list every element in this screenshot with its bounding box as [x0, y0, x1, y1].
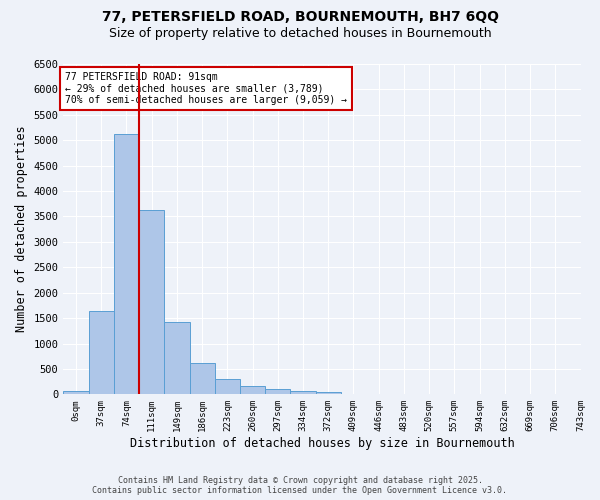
Bar	[114, 134, 139, 394]
Bar	[64, 392, 89, 394]
Bar	[89, 311, 114, 394]
Text: 77, PETERSFIELD ROAD, BOURNEMOUTH, BH7 6QQ: 77, PETERSFIELD ROAD, BOURNEMOUTH, BH7 6…	[101, 10, 499, 24]
Bar	[290, 391, 316, 394]
Text: 77 PETERSFIELD ROAD: 91sqm
← 29% of detached houses are smaller (3,789)
70% of s: 77 PETERSFIELD ROAD: 91sqm ← 29% of deta…	[65, 72, 347, 105]
Bar	[190, 364, 215, 394]
Bar	[240, 386, 265, 394]
Bar	[139, 210, 164, 394]
Text: Size of property relative to detached houses in Bournemouth: Size of property relative to detached ho…	[109, 28, 491, 40]
Bar	[164, 322, 190, 394]
X-axis label: Distribution of detached houses by size in Bournemouth: Distribution of detached houses by size …	[130, 437, 514, 450]
Bar	[265, 390, 290, 394]
Text: Contains HM Land Registry data © Crown copyright and database right 2025.
Contai: Contains HM Land Registry data © Crown c…	[92, 476, 508, 495]
Bar	[316, 392, 341, 394]
Y-axis label: Number of detached properties: Number of detached properties	[15, 126, 28, 332]
Bar	[215, 379, 240, 394]
